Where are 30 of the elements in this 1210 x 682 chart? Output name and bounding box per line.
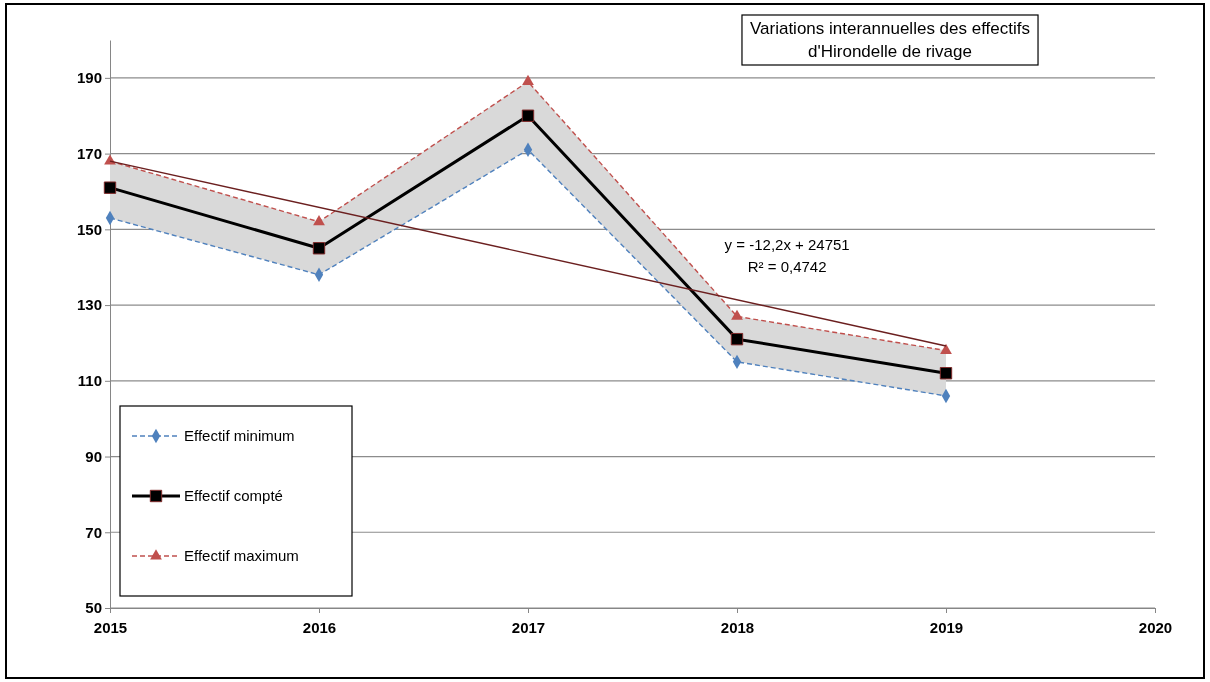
point [313,214,325,226]
legend-label: Effectif minimum [184,427,295,444]
legend-label: Effectif compté [184,487,283,504]
y-tick-label: 190 [76,69,102,87]
annotation: y = -12,2x + 24751 [724,236,850,254]
y-tick-label: 130 [76,296,102,314]
point [521,109,535,122]
y-tick-label: 70 [85,523,102,541]
y-tick-label: 110 [77,372,102,390]
chart-title: Variations interannuelles des effectifs d'Hirondelle de rivage [749,19,1031,61]
annotation: R² = 0,4742 [747,258,827,276]
point [522,74,534,86]
x-tick-label: 2018 [720,618,755,636]
point [940,343,952,354]
y-tick-label: 50 [85,599,102,617]
y-tick-label: 90 [85,447,102,465]
x-tick-label: 2019 [929,618,964,636]
point [103,181,117,194]
y-tick-label: 170 [76,144,102,162]
x-tick-label: 2020 [1138,618,1173,636]
x-tick-label: 2015 [93,618,128,636]
x-tick-label: 2016 [302,618,337,636]
legend-label: Effectif maximum [184,547,299,564]
y-tick-label: 150 [76,220,102,238]
x-tick-label: 2017 [511,618,546,636]
point [312,242,326,255]
point [104,154,116,165]
point [731,309,743,320]
point [939,367,953,380]
point [730,332,744,346]
